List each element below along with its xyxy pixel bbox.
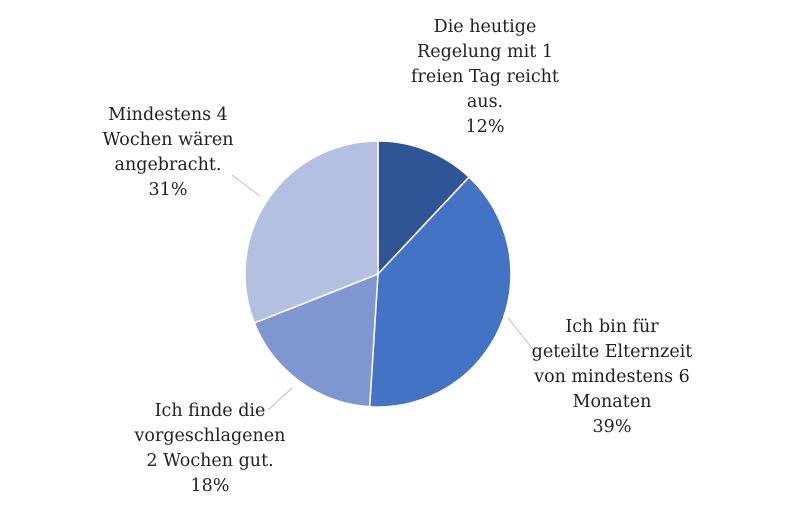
slice-label-1: Die heutige Regelung mit 1 freien Tag reic… [411, 17, 559, 137]
slice-label-line: Die heutige [434, 17, 537, 37]
leader-line-4 [231, 174, 261, 197]
slice-percent-4: 31% [149, 180, 188, 200]
slice-percent-3: 18% [191, 476, 230, 496]
pie-slice-1 [377, 140, 471, 276]
slice-label-2: Ich bin für geteilte Elternzeit von mindes… [532, 317, 693, 437]
slice-label-line: angebracht. [115, 155, 222, 175]
slice-label-line: Wochen wären [102, 130, 233, 150]
slice-label-line: von mindestens 6 [533, 367, 690, 387]
slice-label-4: Mindestens 4 Wochen wären angebracht. 31% [102, 105, 233, 200]
slice-label-line: 2 Wochen gut. [146, 451, 273, 471]
slice-label-line: Ich finde die [155, 401, 266, 421]
slice-label-line: Ich bin für [565, 317, 659, 337]
leader-line-3 [267, 387, 293, 411]
slice-label-line: Mindestens 4 [108, 105, 228, 125]
slice-label-line: aus. [467, 92, 503, 112]
slice-label-line: Monaten [573, 392, 652, 412]
pie-slice-2 [368, 175, 512, 408]
pie-slice-4 [244, 140, 379, 324]
slice-label-line: freien Tag reicht [411, 67, 559, 87]
slice-label-line: vorgeschlagenen [134, 426, 286, 446]
data-labels-layer: Die heutige Regelung mit 1 freien Tag reic… [102, 17, 692, 496]
slice-label-3: Ich finde die vorgeschlagenen 2 Wochen gut… [134, 401, 286, 496]
leader-lines-layer [231, 174, 541, 411]
slice-percent-2: 39% [593, 417, 632, 437]
slices-layer [244, 140, 512, 408]
pie-slice-3 [253, 272, 379, 408]
leader-line-2 [507, 317, 541, 359]
slice-label-line: geteilte Elternzeit [532, 342, 693, 362]
slice-percent-1: 12% [466, 117, 505, 137]
slice-label-line: Regelung mit 1 [417, 42, 553, 62]
